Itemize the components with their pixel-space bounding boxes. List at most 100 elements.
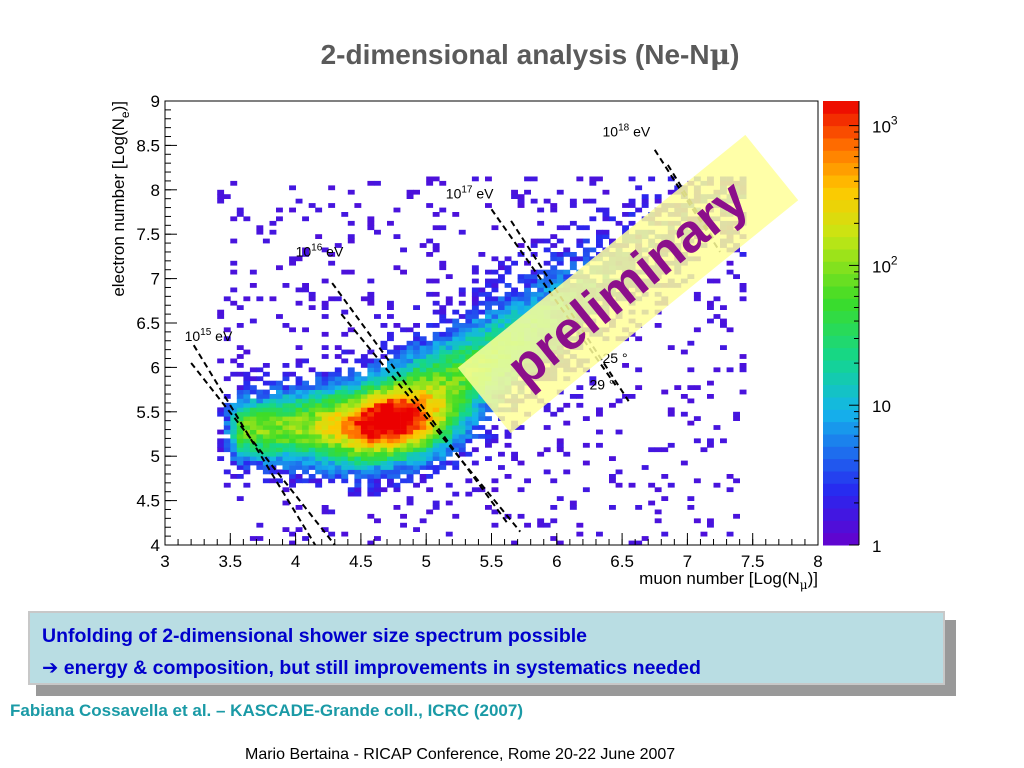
heatmap-cell <box>628 176 636 182</box>
heatmap-cell <box>276 442 283 448</box>
heatmap-cell <box>217 456 225 461</box>
heatmap-cell <box>360 416 368 421</box>
heatmap-cell <box>276 407 283 413</box>
heatmap-cell <box>491 278 499 284</box>
heatmap-cell <box>230 260 238 266</box>
heatmap-cell <box>347 451 355 457</box>
heatmap-cell <box>419 389 427 395</box>
heatmap-cell <box>413 456 420 461</box>
heatmap-cell <box>485 438 492 444</box>
heatmap-cell <box>236 474 244 479</box>
heatmap-cell <box>295 451 303 457</box>
heatmap-cell <box>504 309 512 315</box>
heatmap-cell <box>393 363 401 368</box>
heatmap-cell <box>432 429 440 435</box>
heatmap-cell <box>269 456 277 461</box>
heatmap-cell <box>563 402 571 408</box>
heatmap-cell <box>230 434 238 439</box>
heatmap-cell <box>413 305 420 310</box>
heatmap-cell <box>334 434 342 439</box>
heatmap-cell <box>471 345 479 350</box>
heatmap-cell <box>485 305 492 310</box>
heatmap-cell <box>367 482 375 488</box>
heatmap-cell <box>360 465 368 470</box>
heatmap-cell <box>458 349 466 355</box>
heatmap-cell <box>471 278 479 284</box>
heatmap-cell <box>609 216 616 222</box>
heatmap-cell <box>289 482 296 488</box>
heatmap-cell <box>354 447 362 453</box>
heatmap-cell <box>693 291 701 297</box>
heatmap-cell <box>243 469 251 475</box>
heatmap-cell <box>360 363 368 368</box>
heatmap-cell <box>400 354 407 359</box>
heatmap-cell <box>328 474 336 479</box>
heatmap-cell <box>471 420 479 426</box>
heatmap-cell <box>282 402 290 408</box>
heatmap-cell <box>393 474 401 479</box>
heatmap-cell <box>321 509 329 515</box>
heatmap-cell <box>517 300 525 306</box>
heatmap-cell <box>458 300 466 306</box>
heatmap-cell <box>354 442 362 448</box>
heatmap-cell <box>439 411 447 417</box>
x-tick-label: 4.5 <box>349 552 373 571</box>
heatmap-cell <box>413 398 420 404</box>
heatmap-cell <box>589 176 597 182</box>
heatmap-cell <box>406 474 414 479</box>
heatmap-cell <box>256 376 264 382</box>
heatmap-cell <box>387 380 394 386</box>
heatmap-cell <box>537 283 545 288</box>
heatmap-cell <box>282 376 290 382</box>
heatmap-cell <box>360 380 368 386</box>
heatmap-cell <box>413 416 420 421</box>
heatmap-cell <box>445 349 453 355</box>
heatmap-cell <box>308 451 316 457</box>
heatmap-cell <box>445 398 453 404</box>
heatmap-cell <box>367 278 375 284</box>
heatmap-cell <box>426 389 434 395</box>
heatmap-cell <box>236 207 244 213</box>
energy-line <box>510 220 630 402</box>
heatmap-cell <box>419 434 427 439</box>
heatmap-cell <box>530 269 538 275</box>
heatmap-cell <box>302 465 309 470</box>
heatmap-cell <box>341 474 349 479</box>
heatmap-cell <box>236 434 244 439</box>
heatmap-cell <box>452 438 460 444</box>
heatmap-cell <box>543 425 551 430</box>
heatmap-cell <box>413 394 420 399</box>
heatmap-cell <box>400 247 407 253</box>
heatmap-cell <box>485 176 492 182</box>
heatmap-cell <box>524 189 531 195</box>
heatmap-cell <box>452 429 460 435</box>
heatmap-cell <box>504 300 512 306</box>
heatmap-cell <box>445 420 453 426</box>
heatmap-cell <box>543 238 551 244</box>
heatmap-cell <box>276 216 283 222</box>
heatmap-cell <box>302 420 309 426</box>
heatmap-cell <box>517 487 525 493</box>
heatmap-cell <box>308 442 316 448</box>
heatmap-cell <box>661 389 669 395</box>
heatmap-cell <box>341 411 349 417</box>
heatmap-cell <box>308 478 316 484</box>
heatmap-cell <box>347 389 355 395</box>
colorbar-cell <box>823 471 859 484</box>
heatmap-cell <box>341 469 349 475</box>
heatmap-cell <box>387 367 394 373</box>
heatmap-cell <box>249 283 257 288</box>
heatmap-cell <box>465 451 473 457</box>
heatmap-cell <box>406 442 414 448</box>
heatmap-cell <box>334 420 342 426</box>
heatmap-cell <box>374 465 381 470</box>
colorbar-label: 1 <box>872 537 881 556</box>
heatmap-cell <box>347 465 355 470</box>
heatmap-cell <box>406 363 414 368</box>
heatmap-cell <box>406 376 414 382</box>
heatmap-cell <box>413 469 420 475</box>
heatmap-cell <box>543 522 551 528</box>
heatmap-cell <box>334 371 342 377</box>
heatmap-cell <box>302 478 309 484</box>
heatmap-cell <box>556 189 564 195</box>
